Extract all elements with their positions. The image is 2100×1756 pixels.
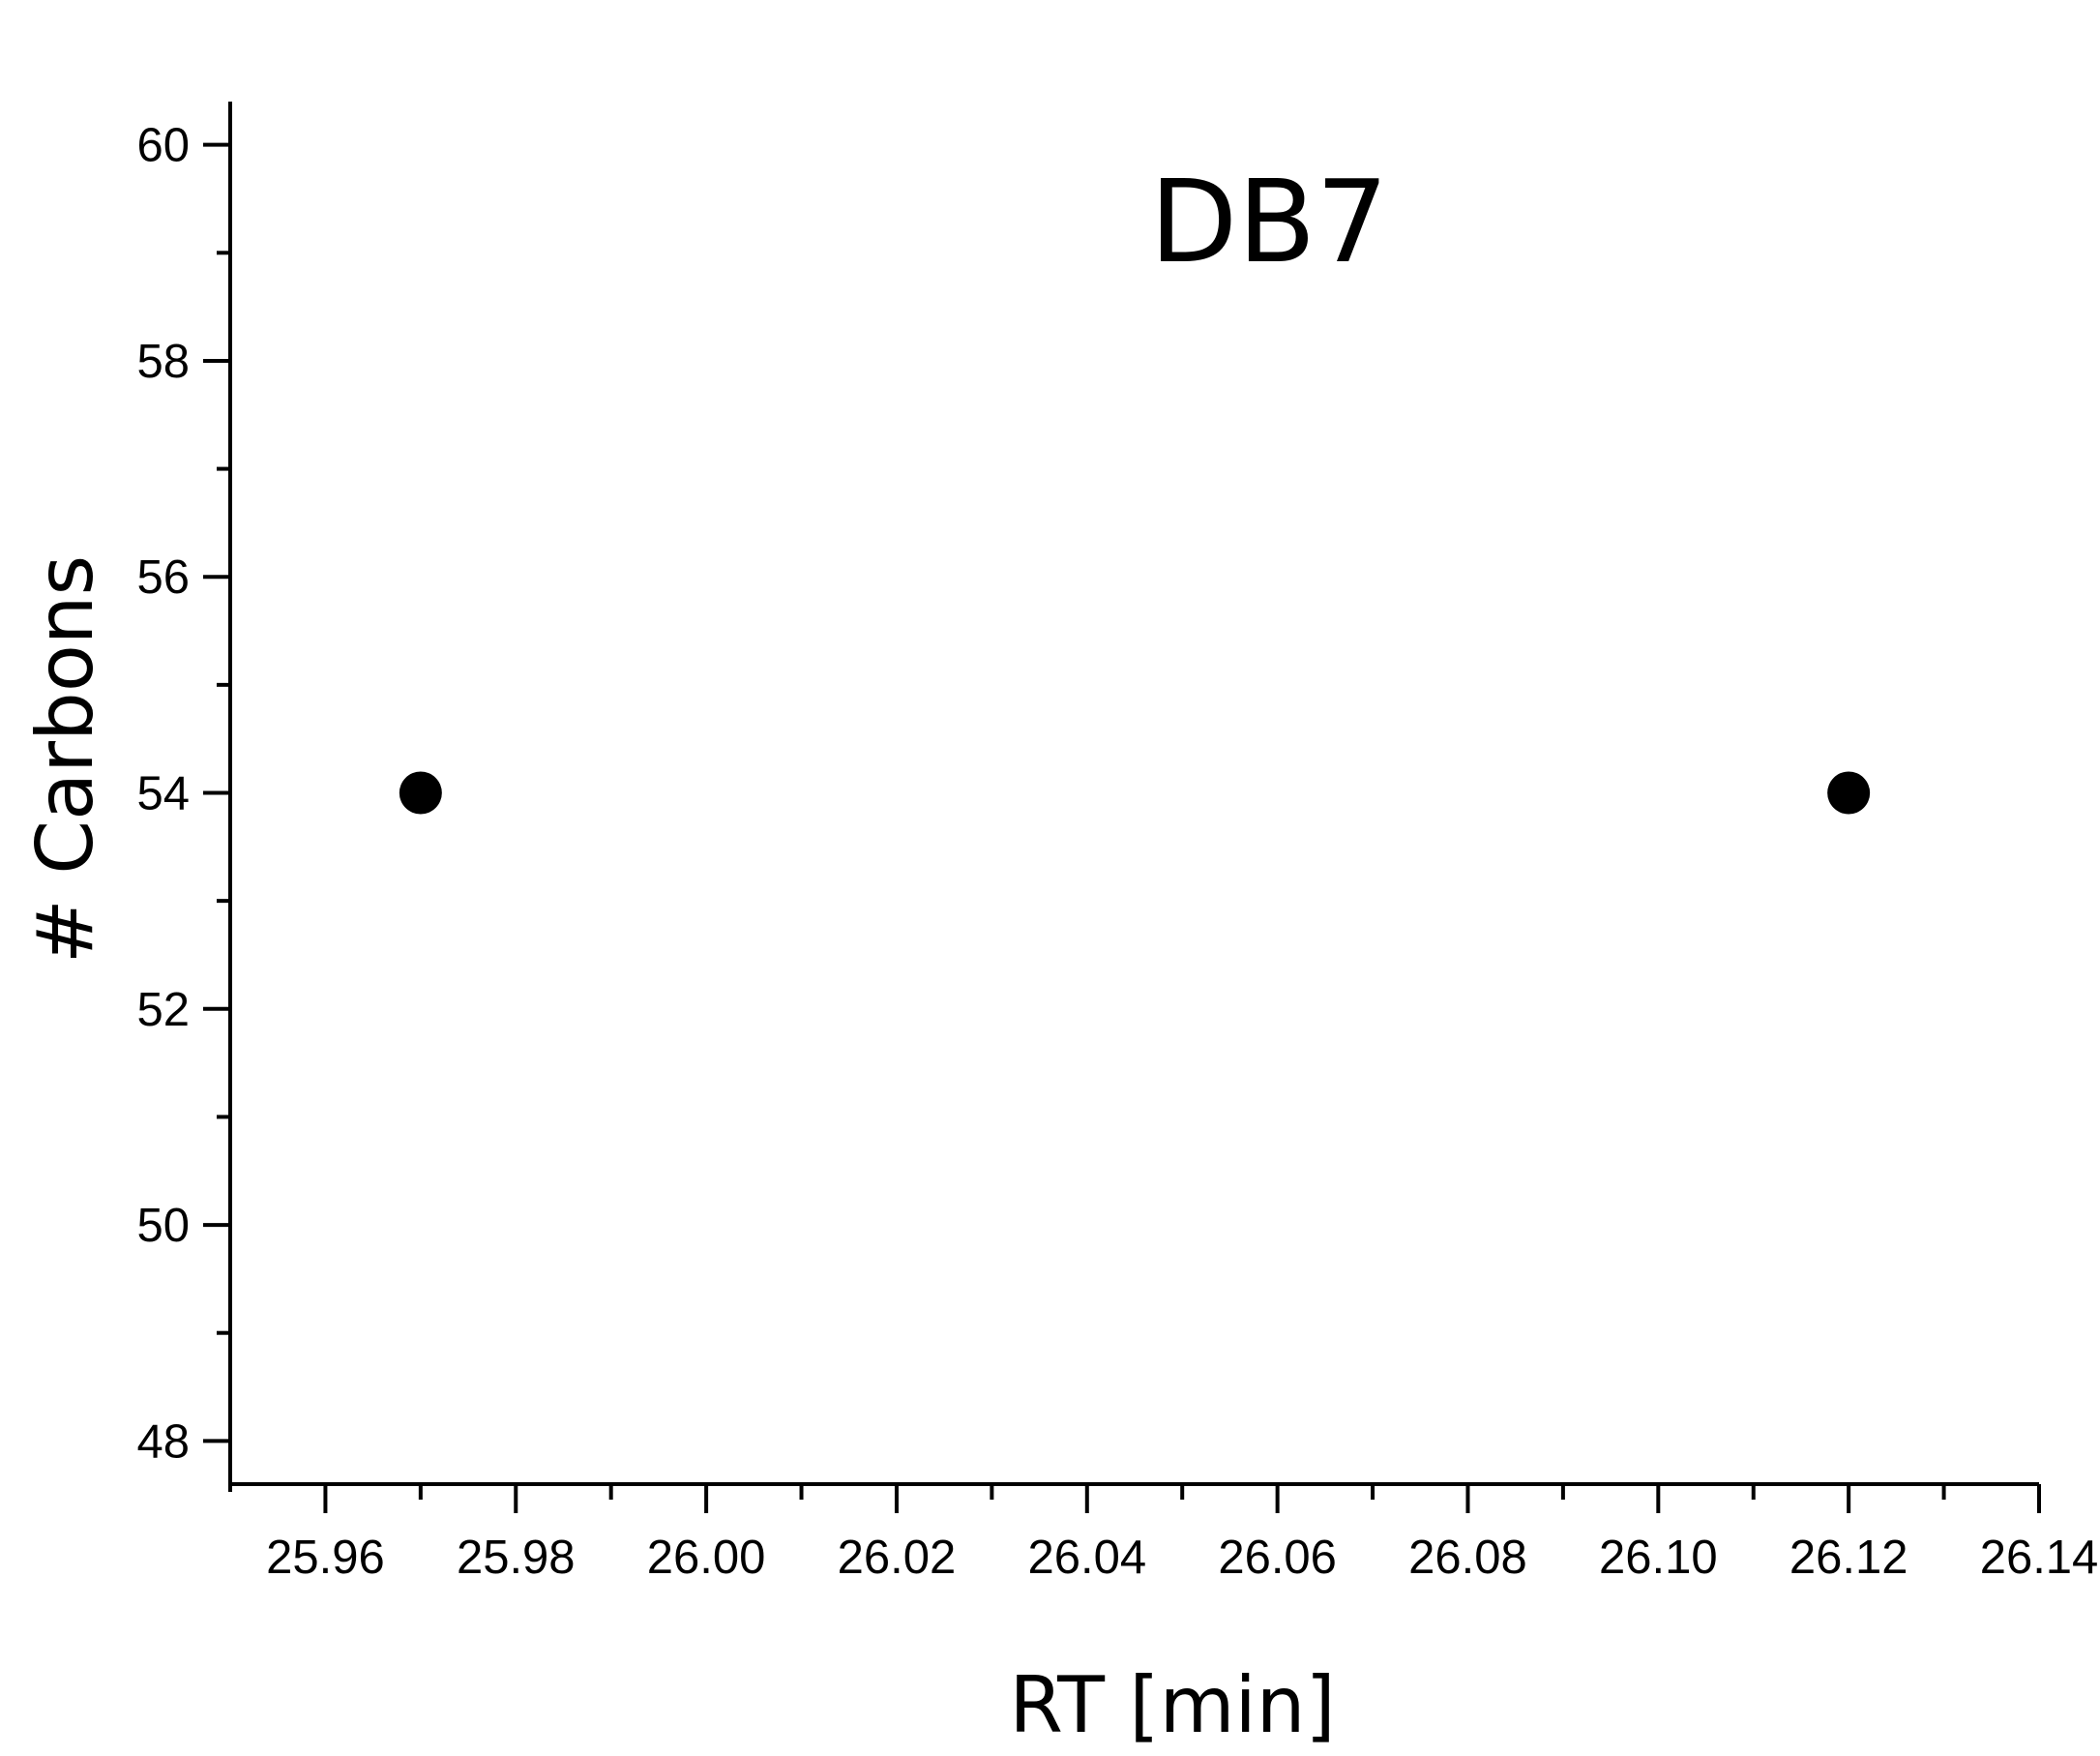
x-tick-label: 26.08 [1408, 1532, 1527, 1584]
plot-area: 48 50 52 54 56 58 60 25.96 25.98 26.00 26.02 26.04 2… [136, 102, 2098, 1584]
y-tick-label: 48 [136, 1415, 190, 1468]
data-point [1827, 771, 1871, 815]
x-tick-label: 26.06 [1218, 1532, 1337, 1584]
x-tick-label: 26.04 [1027, 1532, 1146, 1584]
x-tick-label: 25.98 [457, 1532, 576, 1584]
x-tick-label: 26.02 [838, 1532, 957, 1584]
y-axis-title: # Carbons [20, 555, 110, 964]
y-tick-label: 52 [136, 984, 190, 1036]
x-axis-title: RT [min] [1009, 1660, 1335, 1750]
x-tick-label: 26.00 [647, 1532, 766, 1584]
y-tick-label: 58 [136, 336, 190, 388]
y-tick-label: 50 [136, 1200, 190, 1252]
y-tick-label: 60 [136, 120, 190, 172]
x-tick-label: 25.96 [266, 1532, 385, 1584]
x-tick-label: 26.10 [1599, 1532, 1718, 1584]
x-tick-label: 26.14 [1980, 1532, 2099, 1584]
data-point [399, 771, 442, 815]
chart-title: DB7 [1150, 155, 1389, 288]
x-tick-label: 26.12 [1789, 1532, 1908, 1584]
y-tick-label: 54 [136, 768, 190, 820]
y-tick-label: 56 [136, 551, 190, 604]
